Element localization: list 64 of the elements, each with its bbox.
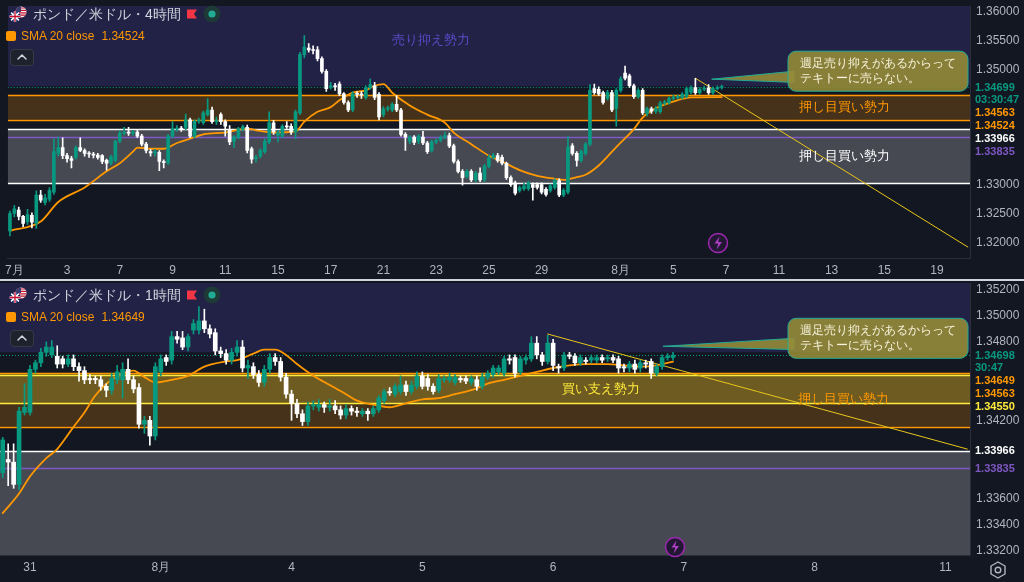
x-tick-label: 15 xyxy=(271,262,285,277)
ref-line-label: 1.33966 xyxy=(975,131,1015,144)
ref-line-label: 1.34699 xyxy=(975,80,1015,93)
x-tick-label: 7 xyxy=(680,559,688,574)
x-tick-label: 3 xyxy=(63,262,71,277)
x-tick-label: 11 xyxy=(939,559,953,574)
band-label: 押し目買い勢力 xyxy=(799,98,891,114)
text: 1.34649 xyxy=(975,373,1015,386)
y-tick-label: 1.35500 xyxy=(976,32,1020,47)
x-tick-label: 8月 xyxy=(611,262,631,277)
annotation: 1.34649 xyxy=(101,309,145,325)
x-tick-label: 7月 xyxy=(4,262,24,277)
annotation: 1.34524 xyxy=(101,28,145,44)
band-label: 押し目買い勢力 xyxy=(798,391,890,407)
x-tick-label: 21 xyxy=(376,262,391,277)
y-tick-label: 1.33200 xyxy=(976,543,1020,558)
y-tick-label: 1.35000 xyxy=(976,308,1020,322)
x-tick-label: 6 xyxy=(549,559,557,574)
x-tick-label: 11 xyxy=(772,262,786,277)
x-tick-label: 7 xyxy=(116,262,124,277)
ref-line-label: 1.34698 xyxy=(975,348,1015,361)
y-tick-label: 1.32000 xyxy=(976,235,1020,250)
legend-label: SMA 20 close xyxy=(21,309,95,325)
y-tick-label: 1.35200 xyxy=(976,281,1020,296)
x-tick-label: 5 xyxy=(670,262,678,277)
x-tick-label: 11 xyxy=(219,262,232,277)
ref-line-label: 1.34563 xyxy=(975,105,1015,118)
y-tick-label: 1.34800 xyxy=(976,334,1020,349)
chart-title: ポンド／米ドル・4時間 xyxy=(33,5,181,24)
x-tick-label: 4 xyxy=(288,559,296,574)
x-tick-label: 8月 xyxy=(151,559,171,574)
y-tick-label: 1.33000 xyxy=(976,177,1020,192)
text: 03:30:47 xyxy=(975,92,1020,105)
x-tick-label: 15 xyxy=(877,262,892,277)
chart-title: ポンド／米ドル・1時間 xyxy=(33,286,181,305)
y-tick-label: 1.32500 xyxy=(976,206,1020,221)
x-tick-label: 31 xyxy=(23,559,37,574)
x-tick-label: 25 xyxy=(482,262,496,277)
band-label: 買い支え勢力 xyxy=(562,380,641,396)
y-tick-label: 1.36000 xyxy=(976,4,1020,19)
x-tick-label: 23 xyxy=(429,262,444,277)
band-label: 売り抑え勢力 xyxy=(392,31,471,47)
ref-line-label: 1.34550 xyxy=(975,399,1015,412)
x-tick-label: 5 xyxy=(418,559,426,574)
x-tick-label: 17 xyxy=(324,262,338,277)
x-tick-label: 9 xyxy=(169,262,177,277)
annotation: 週足売り抑えがあるからってテキトーに売らない。 xyxy=(800,323,957,354)
x-tick-label: 13 xyxy=(824,262,839,277)
x-tick-label: 19 xyxy=(930,262,945,277)
text: 1.34524 xyxy=(975,118,1016,131)
ref-line-label: 1.33835 xyxy=(975,461,1015,474)
x-tick-label: 8 xyxy=(811,559,819,574)
x-tick-label: 7 xyxy=(722,262,730,277)
text: 30:47 xyxy=(975,360,1004,373)
x-tick-label: 29 xyxy=(534,262,549,277)
ref-line-label: 1.34563 xyxy=(975,386,1015,399)
legend-label: SMA 20 close xyxy=(21,28,95,44)
ref-line-label: 1.33966 xyxy=(975,444,1015,457)
y-tick-label: 1.33600 xyxy=(976,491,1020,506)
y-tick-label: 1.34200 xyxy=(976,412,1020,427)
y-tick-label: 1.35000 xyxy=(976,61,1020,76)
ref-line-label: 1.33835 xyxy=(975,144,1015,157)
annotation: 週足売り抑えがあるからってテキトーに売らない。 xyxy=(800,56,957,87)
y-tick-label: 1.33400 xyxy=(976,517,1020,532)
